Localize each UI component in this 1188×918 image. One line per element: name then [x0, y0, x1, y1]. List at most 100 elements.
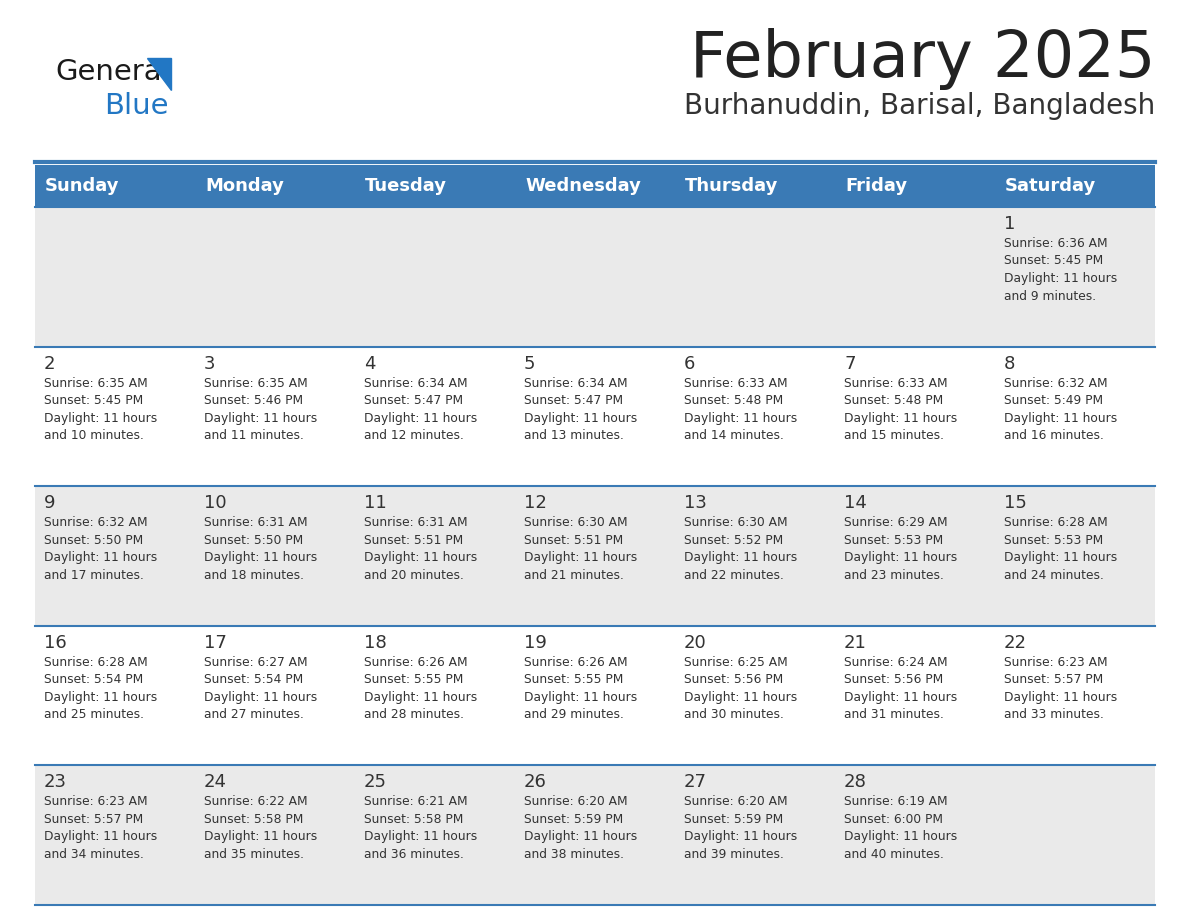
Text: Daylight: 11 hours: Daylight: 11 hours — [684, 831, 797, 844]
Text: Sunrise: 6:23 AM: Sunrise: 6:23 AM — [44, 795, 147, 809]
Text: Daylight: 11 hours: Daylight: 11 hours — [204, 691, 317, 704]
Bar — [675, 487, 835, 626]
Text: Sunrise: 6:36 AM: Sunrise: 6:36 AM — [1004, 237, 1107, 250]
Bar — [355, 207, 516, 347]
Text: Sunrise: 6:26 AM: Sunrise: 6:26 AM — [364, 655, 468, 669]
Text: Saturday: Saturday — [1005, 177, 1097, 195]
Text: Daylight: 11 hours: Daylight: 11 hours — [524, 411, 637, 425]
Text: Sunrise: 6:32 AM: Sunrise: 6:32 AM — [1004, 376, 1107, 389]
Text: 21: 21 — [843, 633, 867, 652]
Text: Sunset: 5:55 PM: Sunset: 5:55 PM — [364, 673, 463, 687]
Text: and 36 minutes.: and 36 minutes. — [364, 848, 463, 861]
Text: 25: 25 — [364, 773, 387, 791]
Text: Sunrise: 6:35 AM: Sunrise: 6:35 AM — [204, 376, 308, 389]
Text: Sunset: 6:00 PM: Sunset: 6:00 PM — [843, 813, 943, 826]
Bar — [675, 626, 835, 766]
Text: Sunset: 5:50 PM: Sunset: 5:50 PM — [44, 533, 144, 547]
Text: Daylight: 11 hours: Daylight: 11 hours — [843, 551, 958, 565]
Text: Sunset: 5:50 PM: Sunset: 5:50 PM — [204, 533, 303, 547]
Bar — [516, 487, 675, 626]
Bar — [34, 626, 195, 766]
Text: Sunset: 5:45 PM: Sunset: 5:45 PM — [1004, 254, 1104, 267]
Text: Sunrise: 6:30 AM: Sunrise: 6:30 AM — [684, 516, 788, 529]
Bar — [34, 487, 195, 626]
Text: Daylight: 11 hours: Daylight: 11 hours — [1004, 551, 1117, 565]
Text: and 13 minutes.: and 13 minutes. — [524, 429, 624, 442]
Bar — [355, 487, 516, 626]
Text: 17: 17 — [204, 633, 227, 652]
Polygon shape — [147, 58, 171, 90]
Text: Daylight: 11 hours: Daylight: 11 hours — [1004, 272, 1117, 285]
Text: Sunset: 5:49 PM: Sunset: 5:49 PM — [1004, 394, 1104, 407]
Bar — [835, 487, 996, 626]
Bar — [835, 165, 996, 207]
Text: Daylight: 11 hours: Daylight: 11 hours — [204, 831, 317, 844]
Bar — [355, 165, 516, 207]
Bar — [195, 165, 355, 207]
Text: Tuesday: Tuesday — [365, 177, 447, 195]
Text: General: General — [55, 58, 170, 86]
Text: Daylight: 11 hours: Daylight: 11 hours — [44, 691, 157, 704]
Text: 18: 18 — [364, 633, 387, 652]
Text: 5: 5 — [524, 354, 536, 373]
Bar — [996, 487, 1155, 626]
Bar — [195, 626, 355, 766]
Text: Sunset: 5:46 PM: Sunset: 5:46 PM — [204, 394, 303, 407]
Text: Daylight: 11 hours: Daylight: 11 hours — [44, 831, 157, 844]
Text: Sunrise: 6:28 AM: Sunrise: 6:28 AM — [44, 655, 147, 669]
Text: Sunrise: 6:32 AM: Sunrise: 6:32 AM — [44, 516, 147, 529]
Text: 4: 4 — [364, 354, 375, 373]
Text: 10: 10 — [204, 494, 227, 512]
Text: Daylight: 11 hours: Daylight: 11 hours — [684, 411, 797, 425]
Text: 11: 11 — [364, 494, 387, 512]
Bar — [996, 766, 1155, 905]
Text: 24: 24 — [204, 773, 227, 791]
Bar — [516, 207, 675, 347]
Text: and 27 minutes.: and 27 minutes. — [204, 709, 304, 722]
Text: Daylight: 11 hours: Daylight: 11 hours — [843, 411, 958, 425]
Text: and 24 minutes.: and 24 minutes. — [1004, 568, 1104, 582]
Text: 3: 3 — [204, 354, 215, 373]
Bar — [675, 165, 835, 207]
Bar — [516, 626, 675, 766]
Bar — [34, 766, 195, 905]
Text: Daylight: 11 hours: Daylight: 11 hours — [44, 411, 157, 425]
Text: Daylight: 11 hours: Daylight: 11 hours — [684, 691, 797, 704]
Bar — [355, 347, 516, 487]
Text: Sunrise: 6:20 AM: Sunrise: 6:20 AM — [684, 795, 788, 809]
Text: and 29 minutes.: and 29 minutes. — [524, 709, 624, 722]
Text: 26: 26 — [524, 773, 546, 791]
Bar — [516, 165, 675, 207]
Text: 2: 2 — [44, 354, 56, 373]
Text: 20: 20 — [684, 633, 707, 652]
Text: and 39 minutes.: and 39 minutes. — [684, 848, 784, 861]
Text: 9: 9 — [44, 494, 56, 512]
Text: Wednesday: Wednesday — [525, 177, 640, 195]
Text: Sunset: 5:56 PM: Sunset: 5:56 PM — [843, 673, 943, 687]
Text: Daylight: 11 hours: Daylight: 11 hours — [364, 691, 478, 704]
Text: Sunset: 5:59 PM: Sunset: 5:59 PM — [684, 813, 783, 826]
Text: Sunrise: 6:25 AM: Sunrise: 6:25 AM — [684, 655, 788, 669]
Text: Blue: Blue — [105, 92, 169, 120]
Bar — [355, 766, 516, 905]
Text: Sunrise: 6:34 AM: Sunrise: 6:34 AM — [364, 376, 468, 389]
Text: Sunset: 5:51 PM: Sunset: 5:51 PM — [364, 533, 463, 547]
Text: Sunset: 5:51 PM: Sunset: 5:51 PM — [524, 533, 624, 547]
Text: and 16 minutes.: and 16 minutes. — [1004, 429, 1104, 442]
Text: 19: 19 — [524, 633, 546, 652]
Text: Sunset: 5:54 PM: Sunset: 5:54 PM — [204, 673, 303, 687]
Text: Daylight: 11 hours: Daylight: 11 hours — [843, 691, 958, 704]
Text: and 23 minutes.: and 23 minutes. — [843, 568, 944, 582]
Bar — [996, 165, 1155, 207]
Text: Sunset: 5:47 PM: Sunset: 5:47 PM — [524, 394, 624, 407]
Text: Sunset: 5:48 PM: Sunset: 5:48 PM — [684, 394, 783, 407]
Text: Daylight: 11 hours: Daylight: 11 hours — [364, 551, 478, 565]
Text: and 31 minutes.: and 31 minutes. — [843, 709, 944, 722]
Text: Sunrise: 6:26 AM: Sunrise: 6:26 AM — [524, 655, 627, 669]
Text: Sunday: Sunday — [45, 177, 120, 195]
Bar — [34, 207, 195, 347]
Text: Sunset: 5:54 PM: Sunset: 5:54 PM — [44, 673, 144, 687]
Bar — [34, 347, 195, 487]
Bar — [675, 207, 835, 347]
Bar — [835, 347, 996, 487]
